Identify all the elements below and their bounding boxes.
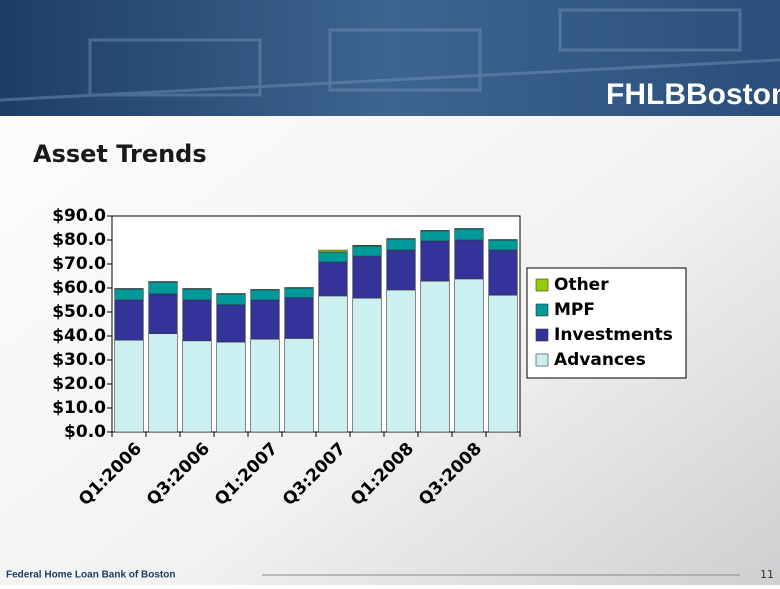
footer-text: Federal Home Loan Bank of Boston — [6, 570, 175, 581]
legend-swatch — [536, 354, 548, 366]
legend-label: Other — [554, 275, 609, 295]
y-tick-label: $50.0 — [52, 302, 106, 322]
y-tick-label: $60.0 — [52, 278, 106, 298]
bar-segment — [149, 334, 178, 432]
legend-swatch — [536, 304, 548, 316]
bar-segment — [285, 298, 314, 339]
bar-segment — [353, 245, 382, 246]
bar-segment — [489, 240, 518, 250]
bar-segment — [285, 288, 314, 298]
logo: FHLBBoston — [606, 78, 780, 111]
bar-segment — [251, 339, 280, 432]
bar-segment — [353, 298, 382, 432]
bar-segment — [115, 300, 144, 340]
bar-segment — [387, 290, 416, 432]
bar-segment — [489, 295, 518, 432]
bar-segment — [217, 305, 246, 342]
bar-segment — [285, 338, 314, 432]
bar-segment — [217, 294, 246, 305]
bar-segment — [489, 250, 518, 295]
y-tick-label: $30.0 — [52, 350, 106, 370]
bar-segment — [319, 262, 348, 296]
bar-segment — [115, 340, 144, 432]
legend-swatch — [536, 329, 548, 341]
bar-segment — [421, 281, 450, 432]
bar-segment — [455, 279, 484, 432]
y-tick-label: $0.0 — [64, 422, 106, 442]
bar-segment — [387, 239, 416, 250]
bar-segment — [149, 282, 178, 294]
bar-segment — [217, 342, 246, 432]
bar-segment — [319, 250, 348, 252]
bar-segment — [183, 300, 212, 341]
bar-segment — [115, 289, 144, 300]
bar-segment — [387, 250, 416, 290]
chart-title: Asset Trends — [33, 140, 207, 168]
bar-segment — [455, 240, 484, 279]
bar-segment — [353, 246, 382, 256]
bar-segment — [455, 229, 484, 240]
page-number: 11 — [760, 568, 774, 581]
bar-segment — [183, 289, 212, 300]
y-tick-label: $20.0 — [52, 374, 106, 394]
legend-label: Investments — [554, 325, 673, 345]
bar-segment — [421, 241, 450, 281]
bar-segment — [319, 296, 348, 432]
bar-segment — [319, 252, 348, 262]
bar-segment — [421, 231, 450, 241]
bar-segment — [183, 341, 212, 432]
y-tick-label: $40.0 — [52, 326, 106, 346]
y-tick-label: $80.0 — [52, 230, 106, 250]
bar-segment — [353, 256, 382, 298]
bar-segment — [149, 294, 178, 334]
bar-segment — [251, 300, 280, 339]
y-tick-label: $10.0 — [52, 398, 106, 418]
bar-segment — [251, 290, 280, 300]
y-tick-label: $90.0 — [52, 206, 106, 226]
legend-label: MPF — [554, 300, 595, 320]
y-tick-label: $70.0 — [52, 254, 106, 274]
legend-swatch — [536, 279, 548, 291]
legend-label: Advances — [554, 350, 646, 370]
